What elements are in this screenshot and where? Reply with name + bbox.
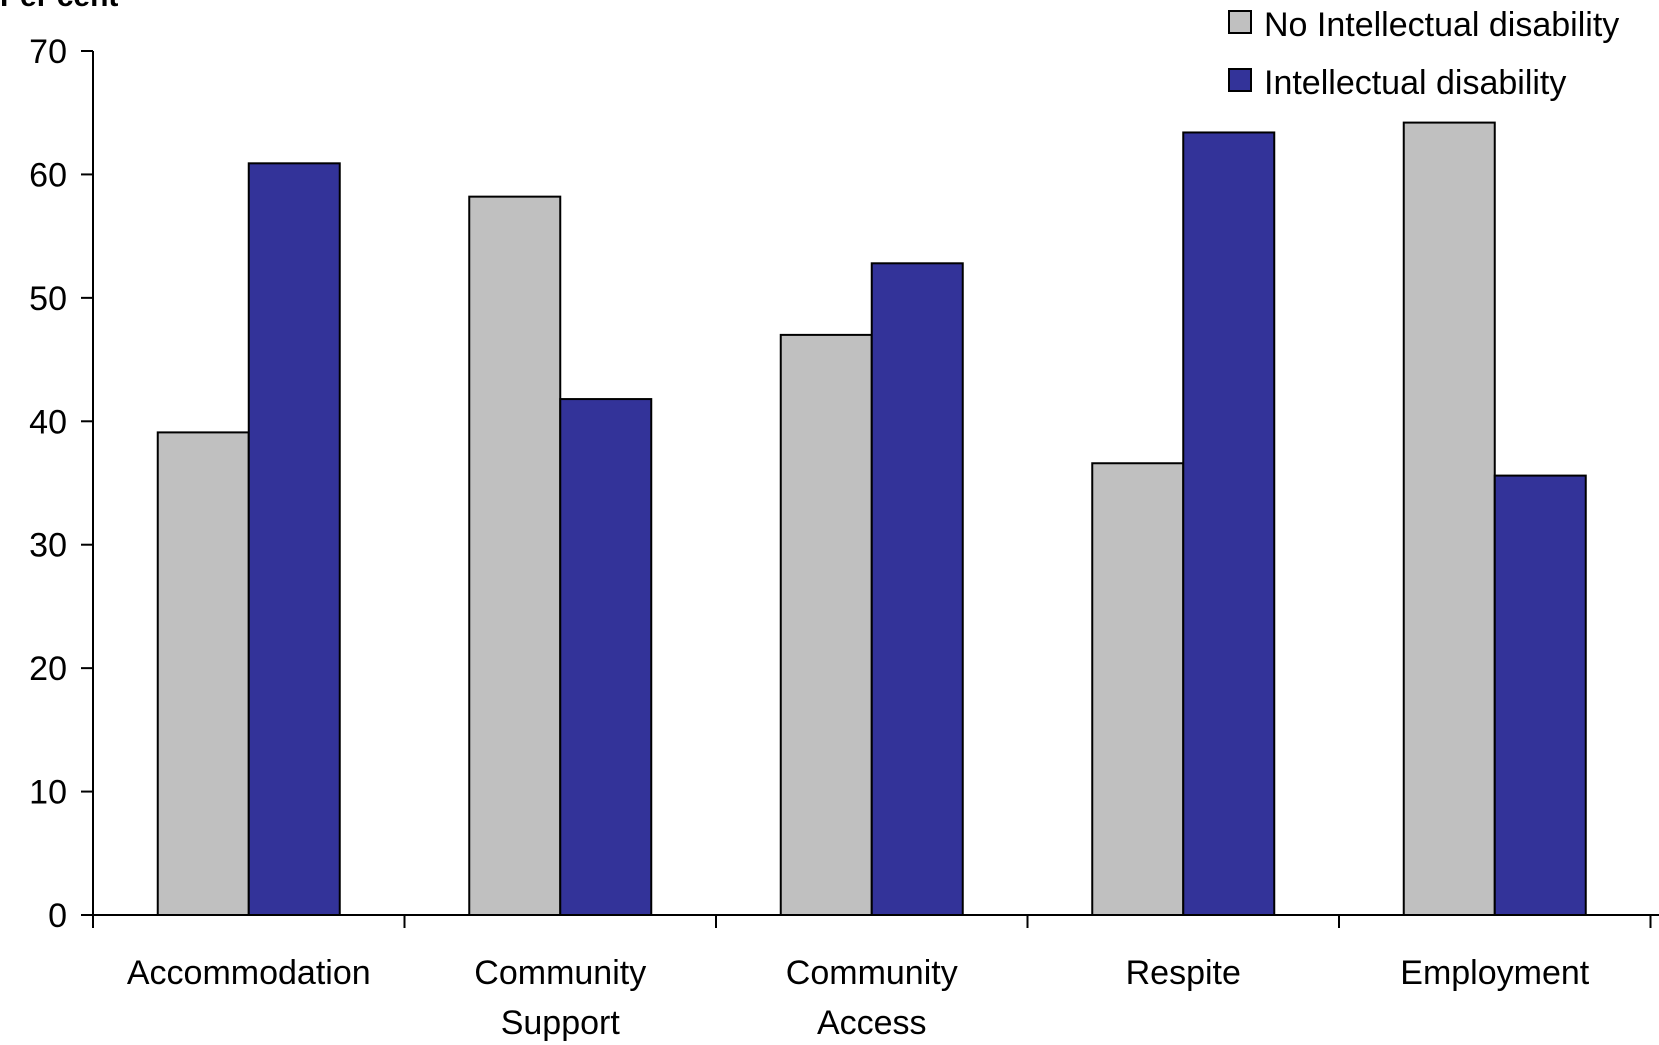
bar-intellectual-disability-2 bbox=[870, 262, 964, 917]
axes-group: 0 10 20 30 40 50 60 70 Accommodation Community Sup… bbox=[29, 33, 1659, 1042]
bar-intellectual-disability-3 bbox=[1182, 131, 1276, 917]
x-tick-label: Access bbox=[817, 1004, 927, 1042]
bar-no-intellectual-disability-2 bbox=[779, 333, 873, 916]
bar-no-intellectual-disability-1 bbox=[468, 195, 562, 917]
y-tick-label: 20 bbox=[29, 650, 67, 688]
y-tick-label: 50 bbox=[29, 280, 67, 318]
bar-intellectual-disability-0 bbox=[247, 162, 341, 916]
x-tick-label: Community bbox=[474, 954, 646, 992]
y-tick-label: 40 bbox=[29, 403, 67, 441]
bar-no-intellectual-disability-4 bbox=[1402, 121, 1496, 917]
bar-intellectual-disability-4 bbox=[1493, 474, 1587, 916]
bar-no-intellectual-disability-0 bbox=[156, 431, 250, 916]
bar-no-intellectual-disability-3 bbox=[1091, 462, 1185, 916]
y-axis-title: Per cent bbox=[0, 0, 118, 13]
x-tick-label: Accommodation bbox=[127, 954, 371, 992]
legend-swatch-no-intellectual-disability bbox=[1228, 10, 1252, 34]
x-tick-label: Community bbox=[786, 954, 958, 992]
bars-group bbox=[156, 121, 1587, 917]
legend: No Intellectual disability Intellectual d… bbox=[1228, 6, 1619, 102]
y-tick-label: 10 bbox=[29, 774, 67, 812]
legend-swatch-intellectual-disability bbox=[1228, 68, 1252, 92]
x-tick-label: Employment bbox=[1400, 954, 1590, 992]
legend-label: No Intellectual disability bbox=[1264, 6, 1619, 44]
bar-intellectual-disability-1 bbox=[559, 398, 653, 917]
legend-label: Intellectual disability bbox=[1264, 64, 1566, 102]
y-tick-label: 60 bbox=[29, 156, 67, 194]
x-tick-label: Support bbox=[501, 1004, 621, 1042]
y-tick-label: 30 bbox=[29, 527, 67, 565]
x-tick-label: Respite bbox=[1126, 954, 1241, 992]
y-tick-label: 70 bbox=[29, 33, 67, 71]
y-tick-label: 0 bbox=[48, 897, 67, 935]
